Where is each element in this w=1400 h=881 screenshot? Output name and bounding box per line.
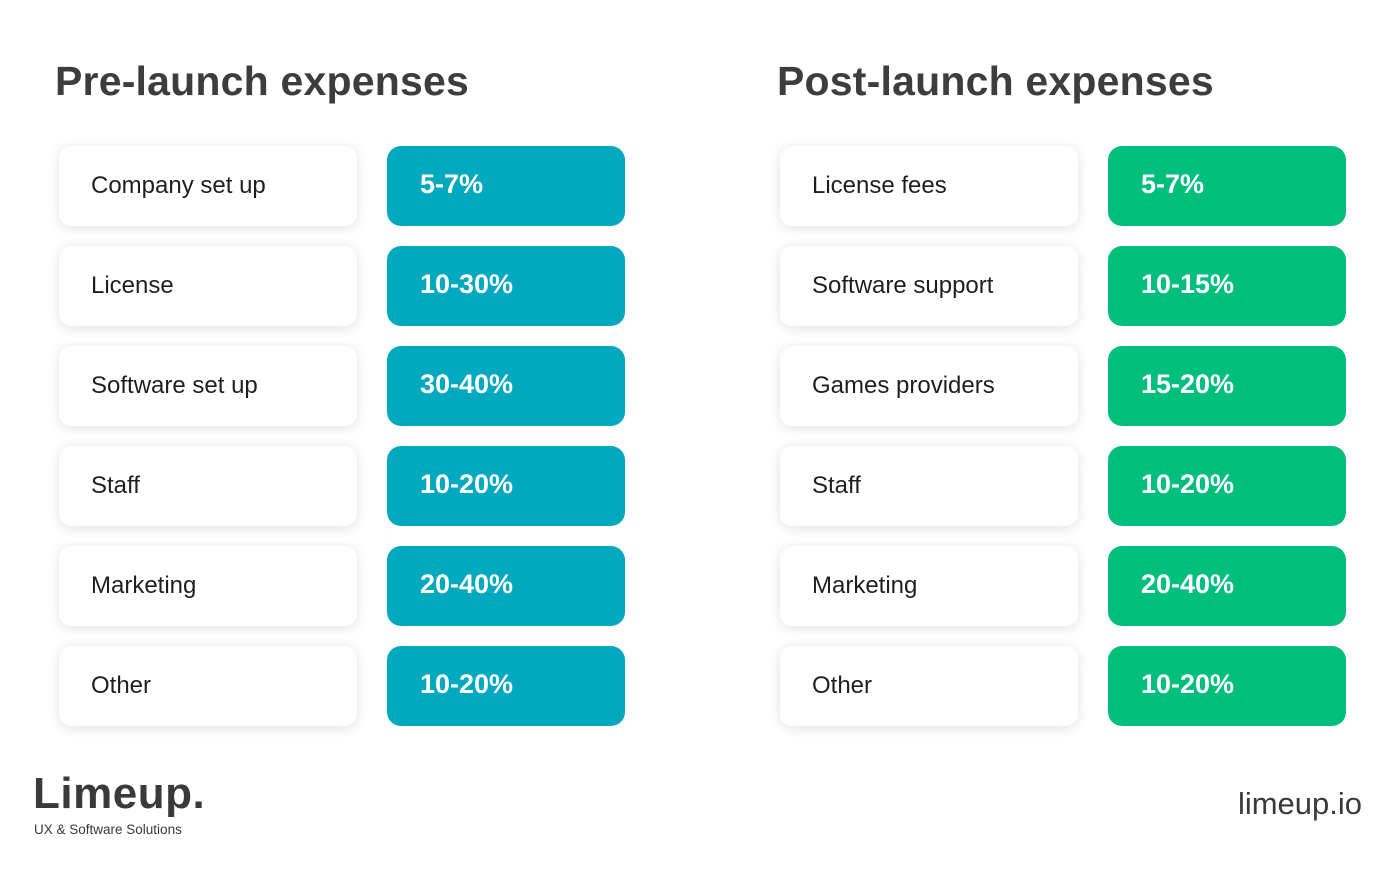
expense-value-badge: 5-7% bbox=[1108, 146, 1346, 226]
post-launch-expense-list: License fees 5-7% Software support 10-15… bbox=[780, 146, 1347, 746]
expense-value-badge: 10-30% bbox=[387, 246, 625, 326]
expense-value-badge: 10-20% bbox=[1108, 446, 1346, 526]
expense-row: Other 10-20% bbox=[780, 646, 1347, 726]
expense-label: License fees bbox=[780, 146, 1078, 226]
expense-label: Marketing bbox=[780, 546, 1078, 626]
expense-value-badge: 20-40% bbox=[387, 546, 625, 626]
expense-value-badge: 10-20% bbox=[387, 446, 625, 526]
logo-tagline: UX & Software Solutions bbox=[34, 822, 182, 837]
pre-launch-title: Pre-launch expenses bbox=[55, 58, 469, 104]
logo-wordmark: Limeup. bbox=[33, 769, 206, 818]
post-launch-title: Post-launch expenses bbox=[777, 58, 1214, 104]
pre-launch-expense-list: Company set up 5-7% License 10-30% Softw… bbox=[59, 146, 626, 746]
expense-label: Staff bbox=[59, 446, 357, 526]
expense-row: Marketing 20-40% bbox=[59, 546, 626, 626]
expense-label: License bbox=[59, 246, 357, 326]
expense-label: Marketing bbox=[59, 546, 357, 626]
expense-value-badge: 15-20% bbox=[1108, 346, 1346, 426]
limeup-logo: Limeup. UX & Software Solutions bbox=[33, 769, 206, 838]
expense-label: Games providers bbox=[780, 346, 1078, 426]
expense-label: Other bbox=[780, 646, 1078, 726]
expense-row: Games providers 15-20% bbox=[780, 346, 1347, 426]
expense-label: Software support bbox=[780, 246, 1078, 326]
expense-value-badge: 20-40% bbox=[1108, 546, 1346, 626]
expense-row: Staff 10-20% bbox=[59, 446, 626, 526]
expense-row: Company set up 5-7% bbox=[59, 146, 626, 226]
expense-row: Software set up 30-40% bbox=[59, 346, 626, 426]
expense-label: Staff bbox=[780, 446, 1078, 526]
expense-row: Software support 10-15% bbox=[780, 246, 1347, 326]
expense-value-badge: 30-40% bbox=[387, 346, 625, 426]
site-url: limeup.io bbox=[1237, 786, 1362, 821]
expense-value-badge: 5-7% bbox=[387, 146, 625, 226]
expense-value-badge: 10-20% bbox=[1108, 646, 1346, 726]
expense-row: Staff 10-20% bbox=[780, 446, 1347, 526]
expense-label: Software set up bbox=[59, 346, 357, 426]
expense-row: Other 10-20% bbox=[59, 646, 626, 726]
expense-label: Company set up bbox=[59, 146, 357, 226]
expense-label: Other bbox=[59, 646, 357, 726]
expense-row: License fees 5-7% bbox=[780, 146, 1347, 226]
expense-value-badge: 10-15% bbox=[1108, 246, 1346, 326]
expense-row: License 10-30% bbox=[59, 246, 626, 326]
expense-row: Marketing 20-40% bbox=[780, 546, 1347, 626]
expense-value-badge: 10-20% bbox=[387, 646, 625, 726]
